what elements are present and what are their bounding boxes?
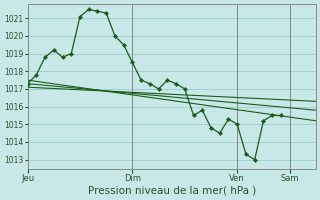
X-axis label: Pression niveau de la mer( hPa ): Pression niveau de la mer( hPa ) — [88, 186, 256, 196]
